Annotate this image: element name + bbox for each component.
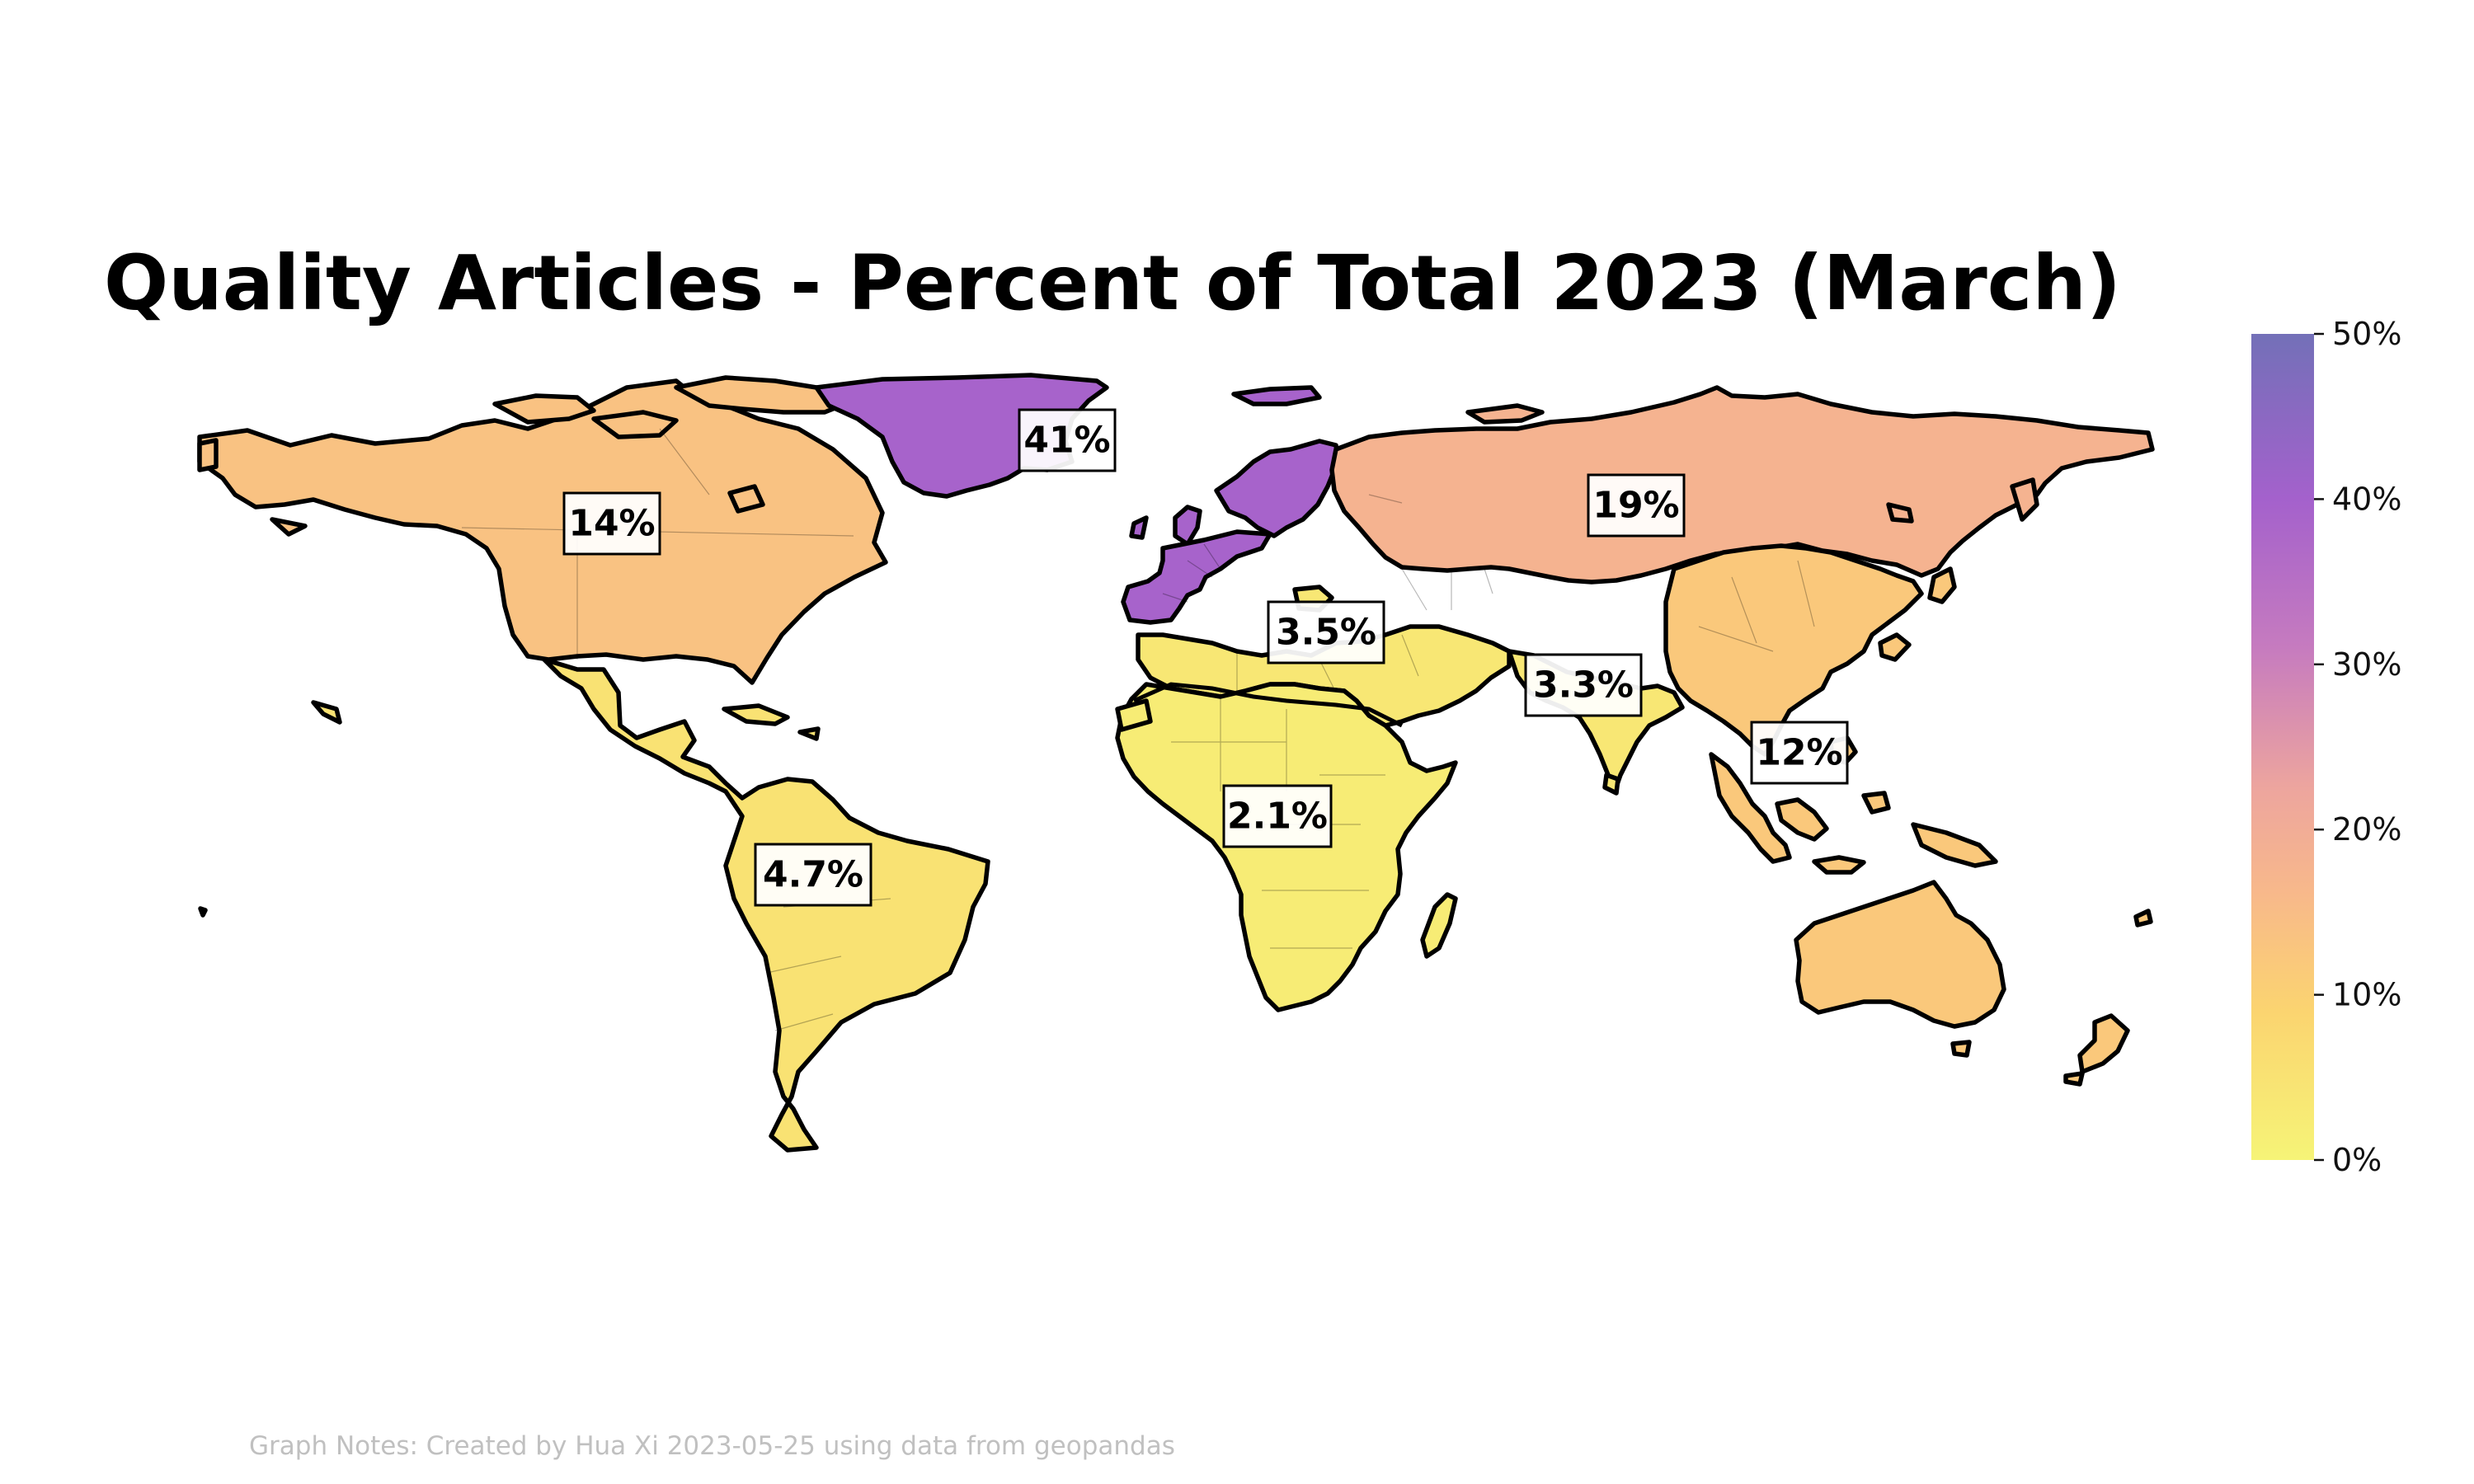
colorbar-tick-label: 40% (2332, 481, 2401, 517)
colorbar-ticks: 0% 10% 20% 30% 40% 50% (2314, 316, 2401, 1178)
colorbar-tick-label: 50% (2332, 316, 2401, 352)
region-east-asia-oceania[interactable] (1663, 543, 2153, 1087)
label-east-asia-oceania: 12% (1750, 721, 1849, 785)
colorbar: 0% 10% 20% 30% 40% 50% (2251, 316, 2401, 1178)
label-latin-america-text: 4.7% (763, 854, 863, 896)
label-africa-text: 2.1% (1227, 796, 1328, 838)
label-africa: 2.1% (1222, 784, 1333, 848)
label-russia: 19% (1587, 473, 1686, 538)
graph-notes: Graph Notes: Created by Hua Xi 2023-05-2… (249, 1431, 1175, 1461)
region-north-america[interactable] (197, 375, 888, 685)
label-north-america: 14% (562, 491, 661, 556)
label-middle-east: 3.5% (1267, 600, 1385, 665)
label-greenland-europe-text: 41% (1023, 420, 1110, 462)
label-latin-america: 4.7% (754, 843, 872, 907)
label-greenland-europe: 41% (1018, 408, 1117, 472)
label-middle-east-text: 3.5% (1276, 612, 1376, 654)
label-east-asia-oceania-text: 12% (1756, 732, 1842, 774)
page-title: Quality Articles - Percent of Total 2023… (104, 239, 2121, 327)
label-south-asia: 3.3% (1524, 653, 1643, 717)
colorbar-tick-label: 30% (2332, 646, 2401, 683)
colorbar-tick-label: 0% (2332, 1142, 2382, 1178)
label-russia-text: 19% (1592, 485, 1679, 527)
label-north-america-text: 14% (568, 503, 655, 545)
colorbar-tick-label: 10% (2332, 977, 2401, 1013)
colorbar-tick-label: 20% (2332, 811, 2401, 848)
region-russia[interactable] (1329, 385, 2155, 611)
label-south-asia-text: 3.3% (1533, 665, 1634, 707)
north-africa-boundary (1132, 682, 1404, 728)
colorbar-gradient (2251, 334, 2314, 1160)
